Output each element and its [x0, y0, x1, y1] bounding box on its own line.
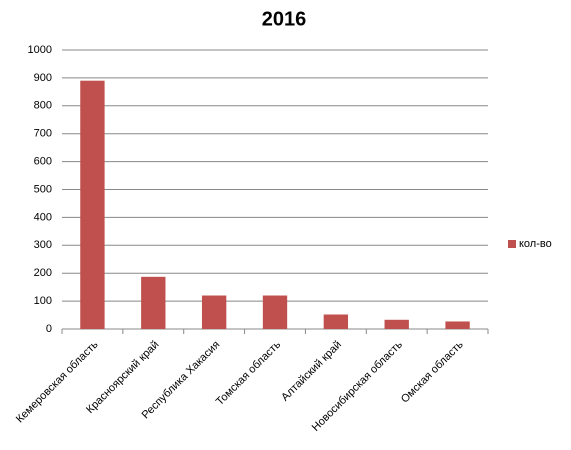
y-tick-label: 900 [34, 72, 52, 84]
y-tick-label: 0 [46, 323, 52, 335]
bar [323, 314, 349, 329]
bar [201, 295, 227, 329]
legend-swatch [508, 240, 516, 248]
y-tick-label: 600 [34, 156, 52, 168]
y-tick-label: 300 [34, 239, 52, 251]
y-tick-label: 100 [34, 295, 52, 307]
y-tick-label: 800 [34, 100, 52, 112]
y-tick-label: 500 [34, 183, 52, 195]
bar [80, 80, 105, 329]
y-tick-label: 200 [34, 267, 52, 279]
bar [384, 319, 409, 329]
bar [141, 276, 166, 329]
y-tick-label: 400 [34, 211, 52, 223]
y-tick-label: 700 [34, 128, 52, 140]
bar [445, 321, 470, 329]
legend-label: кол-во [519, 238, 552, 250]
bar [262, 295, 288, 329]
chart-title: 2016 [262, 8, 307, 30]
y-tick-label: 1000 [28, 44, 52, 56]
